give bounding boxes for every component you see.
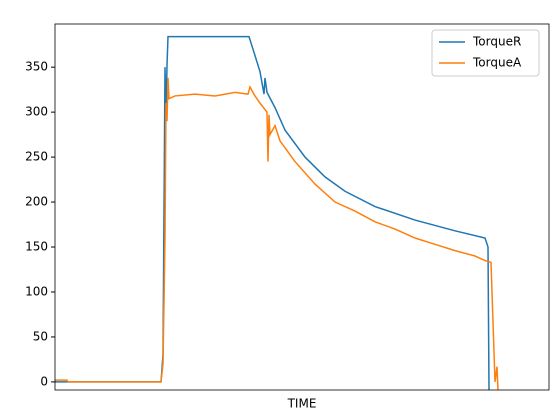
y-tick-label: 200	[25, 195, 48, 209]
y-tick-label: 150	[25, 240, 48, 254]
plot-frame	[54, 23, 550, 391]
line	[55, 77, 499, 390]
legend-label: TorqueA	[472, 56, 522, 70]
y-tick-label: 100	[25, 284, 48, 298]
y-tick-label: 0	[40, 374, 48, 388]
line	[55, 35, 490, 390]
y-tick-label: 350	[25, 60, 48, 74]
y-tick-label: 50	[33, 329, 48, 343]
y-tick-label: 250	[25, 150, 48, 164]
legend-label: TorqueR	[472, 35, 521, 49]
x-axis-label: TIME	[287, 397, 317, 411]
y-tick-label: 300	[25, 105, 48, 119]
